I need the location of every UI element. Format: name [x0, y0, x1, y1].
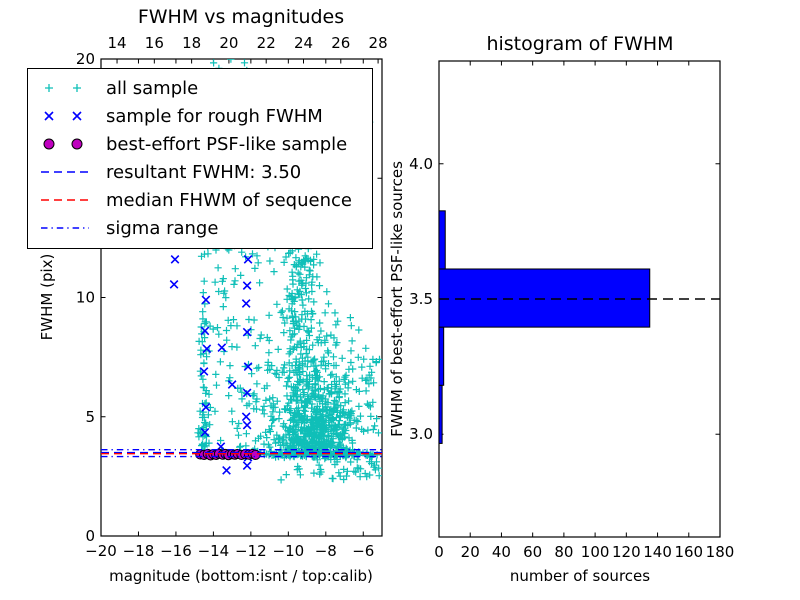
- x-tick-label: 40: [492, 543, 511, 561]
- scatter-data: [101, 59, 382, 484]
- scatter-plot-title: FWHM vs magnitudes: [138, 6, 344, 28]
- top-tick-label: 22: [257, 34, 276, 52]
- top-tick-label: 24: [294, 34, 313, 52]
- series-rough-fwhm: [169, 254, 258, 475]
- scatter-plot-ylabel: FWHM (pix): [38, 254, 56, 341]
- scatter-plot-xlabel: magnitude (bottom:isnt / top:calib): [109, 567, 373, 585]
- x-tick-label: 100: [581, 543, 610, 561]
- hist-bar: [439, 384, 443, 444]
- series-psf-sample: [195, 448, 261, 461]
- top-tick-label: 26: [331, 34, 350, 52]
- x-tick-label: 140: [643, 543, 672, 561]
- hist-bar: [439, 268, 651, 328]
- y-tick-label: 5: [85, 408, 95, 426]
- x-tick-label: −6: [352, 542, 374, 560]
- legend-label: sample for rough FWHM: [106, 105, 323, 127]
- y-tick-label: 3.5: [409, 290, 433, 308]
- top-tick-label: 14: [107, 34, 126, 52]
- y-tick-label: 0: [85, 527, 95, 545]
- y-tick-label: 10: [76, 289, 95, 307]
- x-tick-label: −10: [273, 542, 305, 560]
- legend-marker-circle-icon: [43, 138, 83, 150]
- x-tick-label: −12: [235, 542, 267, 560]
- legend: all sample sample for rough FWHM best-effo…: [27, 68, 373, 249]
- x-tick-label: −8: [315, 542, 337, 560]
- legend-label: resultant FWHM: 3.50: [106, 161, 302, 183]
- legend-marker-dashdot-icon: [41, 227, 89, 229]
- legend-item: best-effort PSF-like sample: [38, 130, 372, 158]
- top-tick-label: 18: [182, 34, 201, 52]
- x-tick-label: 120: [612, 543, 641, 561]
- x-tick-label: 160: [674, 543, 703, 561]
- legend-marker-dashed-icon: [41, 199, 89, 201]
- series-all-sample: [194, 59, 382, 484]
- x-tick-label: 0: [434, 543, 444, 561]
- x-tick-label: 20: [461, 543, 480, 561]
- legend-marker-plus-icon: [45, 84, 81, 92]
- x-tick-label: 60: [523, 543, 542, 561]
- top-tick-label: 20: [219, 34, 238, 52]
- histogram-plot-xlabel: number of sources: [510, 567, 650, 585]
- histogram-plot-ylabel: FWHM of best-effort PSF-like sources: [388, 161, 406, 437]
- legend-label: median FHWM of sequence: [106, 189, 352, 211]
- top-tick-label: 16: [145, 34, 164, 52]
- x-tick-label: 80: [554, 543, 573, 561]
- histogram-plot-title: histogram of FWHM: [486, 33, 673, 55]
- hist-bar: [439, 210, 446, 270]
- legend-item: sample for rough FWHM: [38, 102, 372, 130]
- x-tick-label: 180: [706, 543, 735, 561]
- hist-bar: [439, 326, 445, 386]
- y-tick-label: 20: [76, 50, 95, 68]
- legend-item: all sample: [38, 74, 372, 102]
- legend-label: sigma range: [106, 217, 219, 239]
- y-tick-label: 4.0: [409, 155, 433, 173]
- legend-label: best-effort PSF-like sample: [106, 133, 348, 155]
- scatter-axes: −20 −18 −16 −14 −12 −10 −8 −6 14 16 18 20 22 24 26 28 0 5…: [76, 34, 388, 560]
- legend-label: all sample: [106, 77, 199, 99]
- x-tick-label: −14: [198, 542, 230, 560]
- histogram-data: [439, 210, 720, 444]
- legend-item: sigma range: [38, 214, 372, 242]
- legend-item: median FHWM of sequence: [38, 186, 372, 214]
- plots-generated: −20 −18 −16 −14 −12 −10 −8 −6 14 16 18 20 22 24 26 28 0 5…: [76, 34, 734, 561]
- top-tick-label: 28: [369, 34, 388, 52]
- legend-marker-dashed-icon: [41, 171, 89, 173]
- x-tick-label: −20: [85, 542, 117, 560]
- y-tick-label: 3.0: [409, 425, 433, 443]
- legend-marker-cross-icon: [44, 111, 82, 121]
- x-tick-label: −16: [160, 542, 192, 560]
- legend-item: resultant FWHM: 3.50: [38, 158, 372, 186]
- x-tick-label: −18: [123, 542, 155, 560]
